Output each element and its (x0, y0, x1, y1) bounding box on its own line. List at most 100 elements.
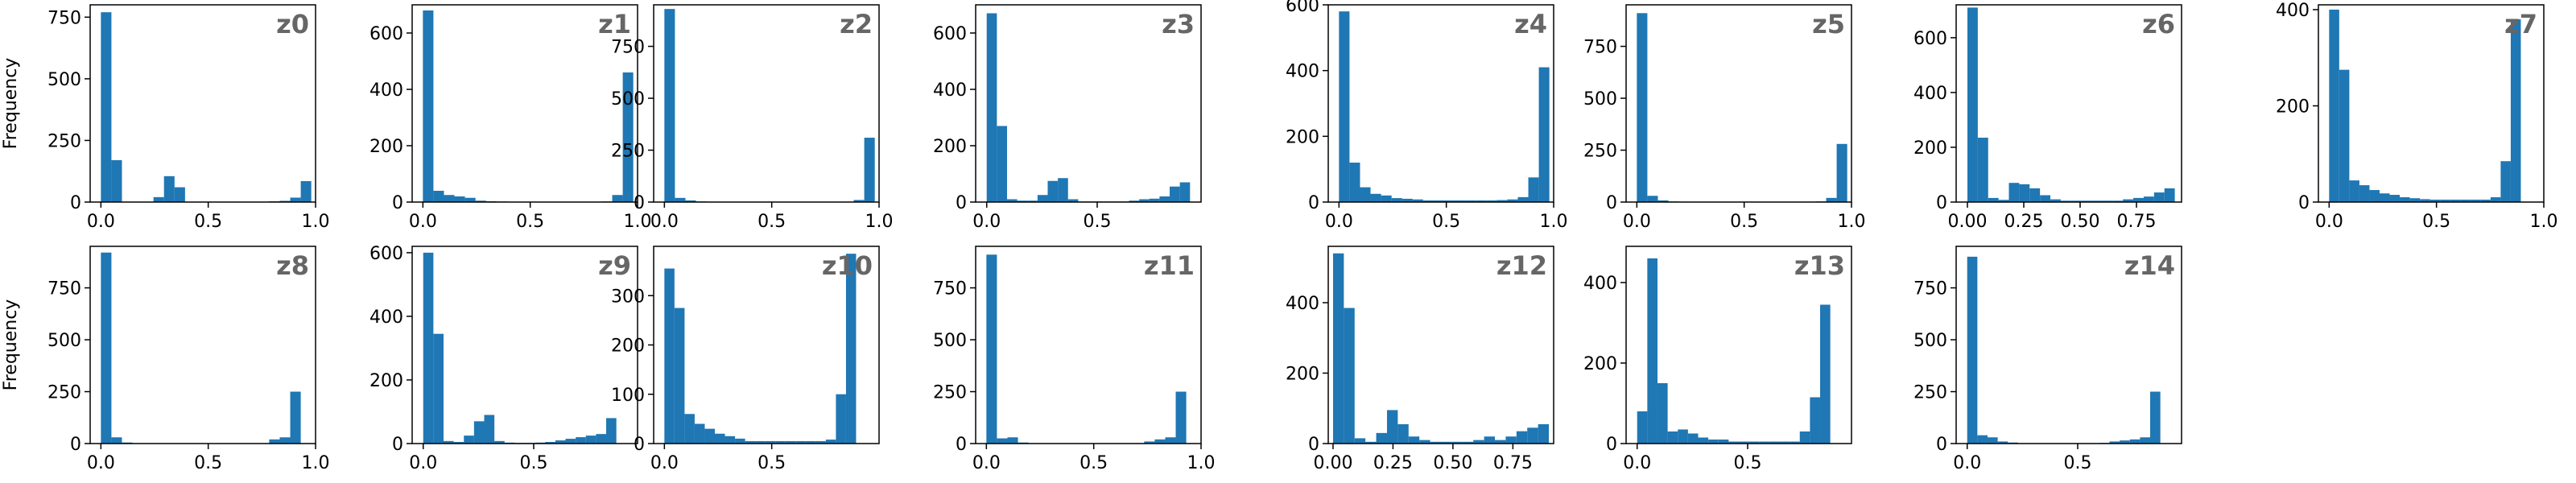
histogram-bar (2429, 200, 2441, 202)
axes-frame (89, 246, 316, 444)
y-tick-label: 500 (1583, 89, 1617, 109)
histogram-bar (1826, 197, 1837, 202)
x-tick-label: 0.5 (758, 453, 786, 473)
histogram-bar (1444, 200, 1455, 202)
histogram-bar (1175, 391, 1187, 444)
axes-frame (411, 4, 638, 203)
histogram-bar (2470, 200, 2481, 202)
histogram-bar (596, 434, 607, 444)
histogram-bar (2164, 188, 2175, 202)
histogram-bar (101, 252, 112, 444)
y-tick-label: 0 (392, 435, 403, 455)
histogram-bar (1433, 200, 1444, 202)
panel-title: z0 (276, 9, 309, 39)
histogram-bar (1451, 441, 1463, 444)
axes-frame (975, 4, 1202, 203)
y-tick-label: 0 (1936, 193, 1947, 213)
histogram-bar (612, 195, 623, 202)
histogram-bar (1386, 410, 1398, 444)
x-tick-label: 0.0 (1953, 453, 1981, 473)
histogram-bar (1441, 441, 1452, 444)
y-axis-label: Frequency (1, 299, 21, 391)
y-tick-label: 250 (1583, 142, 1617, 162)
x-tick-label: 0.5 (194, 453, 222, 473)
histogram-bar (775, 440, 786, 444)
histogram-bar (1058, 178, 1068, 202)
histogram-bar (484, 415, 495, 444)
x-tick-label: 0.75 (1493, 453, 1533, 473)
histogram-bar (685, 200, 696, 202)
histogram-bar (1473, 440, 1484, 444)
y-tick-label: 600 (1286, 0, 1319, 16)
histogram-bar (111, 437, 122, 444)
y-tick-label: 200 (369, 137, 403, 157)
histogram-bar (1484, 436, 1496, 444)
x-tick-label: 0.0 (87, 212, 115, 232)
panel-title: z10 (822, 250, 873, 281)
x-tick-label: 0.0 (1623, 453, 1651, 473)
histogram-bar (853, 200, 865, 202)
histogram-bar (836, 394, 846, 444)
histogram-bar (2369, 190, 2380, 202)
histogram-bar (2460, 200, 2471, 202)
x-tick-label: 0.25 (2004, 212, 2044, 232)
panel-z5: 0.0 0.5 1.0 0 250 500 750 z5 (1583, 4, 1866, 232)
histogram-bar (1517, 196, 1529, 203)
x-tick-label: 0.0 (972, 453, 1001, 473)
histogram-bar (1687, 433, 1699, 444)
x-tick-label: 0.0 (87, 453, 115, 473)
panel-title: z13 (1794, 250, 1845, 281)
histogram-bar (1988, 197, 1999, 202)
y-tick-label: 400 (933, 80, 967, 101)
histogram-bar (2112, 200, 2124, 202)
y-tick-label: 0 (1308, 193, 1319, 213)
histogram-bar (2140, 437, 2151, 444)
x-tick-label: 0.0 (409, 453, 437, 473)
axes-frame (2318, 4, 2545, 203)
x-tick-label: 0.00 (1313, 453, 1352, 473)
panel-z0: 0.0 0.5 1.0 0 250 500 750 Frequency z0 (1, 4, 330, 232)
x-tick-label: 0.5 (1730, 212, 1758, 232)
histogram-bar (464, 197, 476, 202)
histogram-bar (1496, 200, 1508, 202)
histogram-bar (2081, 200, 2092, 202)
histogram-bar (1657, 383, 1668, 444)
x-tick-label: 0.5 (1432, 212, 1460, 232)
axes-frame (1327, 4, 1554, 203)
y-tick-label: 600 (369, 244, 403, 264)
histogram-bar (1412, 199, 1423, 202)
histogram-bar (1476, 200, 1487, 202)
histogram-bar (1486, 200, 1497, 202)
x-tick-label: 0.5 (1083, 212, 1111, 232)
y-tick-label: 0 (392, 193, 403, 213)
histogram-bar (986, 254, 997, 444)
histogram-bar (473, 421, 485, 444)
histogram-bar (2440, 200, 2450, 202)
y-tick-label: 0 (1606, 435, 1617, 455)
histogram-bar (1408, 436, 1420, 444)
histogram-bar (2349, 180, 2359, 202)
histogram-bar (1678, 429, 1688, 444)
histogram-bar (1836, 143, 1847, 202)
histogram-bar (1810, 397, 1821, 444)
y-tick-label: 200 (2276, 97, 2310, 117)
histogram-bar (1495, 440, 1506, 444)
histogram-bar (1667, 431, 1678, 444)
histogram-bar (2040, 195, 2051, 202)
histogram-bar (2123, 199, 2134, 202)
histogram-bar (1391, 198, 1402, 202)
histogram-bar (684, 414, 695, 444)
y-tick-label: 250 (47, 383, 81, 403)
histogram-bar (1067, 199, 1079, 202)
axes-frame (89, 4, 316, 203)
histogram-bar (423, 10, 434, 202)
x-tick-label: 0.50 (2061, 212, 2100, 232)
histogram-bar (622, 72, 634, 202)
histogram-bar (279, 200, 291, 202)
histogram-bar (1657, 200, 1669, 202)
histogram-bar (864, 138, 875, 202)
histogram-bar (174, 187, 185, 203)
histogram-bar (1967, 256, 1978, 444)
panel-z8: 0.0 0.5 1.0 0 250 500 750 Frequency z8 (1, 246, 330, 473)
